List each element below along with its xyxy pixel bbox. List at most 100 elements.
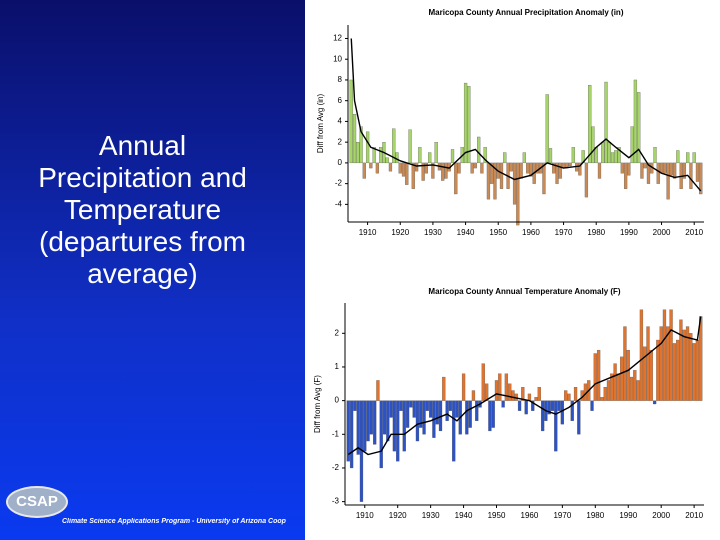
x-tick-label: 2010 [685,511,703,520]
y-tick-label: -2 [332,463,340,472]
bar [633,79,638,164]
x-tick-label: 1910 [356,511,374,520]
bar [418,147,422,164]
charts: Maricopa County Annual Precipitation Ano… [313,8,704,520]
bar [382,400,387,435]
bar [412,400,416,418]
bar [411,162,415,189]
bar [623,326,627,401]
bar [473,162,477,169]
bar [480,162,484,174]
x-tick-label: 2010 [685,228,703,237]
bar [504,373,509,401]
x-tick-label: 1990 [619,511,637,520]
bar [629,376,634,401]
bar [540,400,545,432]
bar [385,157,389,164]
x-tick-label: 1970 [553,511,571,520]
bar [534,397,538,401]
bar [584,162,589,198]
bar [527,393,532,401]
bar [499,162,504,189]
bar [578,162,582,176]
x-tick-label: 1920 [391,228,409,237]
bar [666,326,670,401]
bar [408,129,412,164]
bar [636,380,640,401]
bar [481,363,485,401]
bar [542,162,546,195]
y-tick-label: 1 [335,362,340,371]
bar [600,397,604,401]
x-tick-label: 1980 [587,228,605,237]
bar [646,326,650,401]
bar [623,162,628,189]
bar [508,383,512,401]
bar [627,162,631,176]
y-tick-label: 2 [338,137,343,146]
bar [643,346,647,401]
bar [414,162,419,172]
bar [484,383,489,401]
bar [444,162,448,179]
bar [483,147,487,164]
bar [376,380,380,401]
bar [392,400,397,452]
x-tick-label: 1940 [457,228,475,237]
bar [531,400,535,411]
bar [379,147,383,164]
bar [519,162,523,179]
bar [455,400,459,418]
bar [428,152,432,164]
bar [434,142,438,164]
bar [573,387,578,401]
bar [603,387,607,401]
bar [610,152,615,164]
bar [656,162,660,184]
bar [503,152,507,164]
bar [375,162,380,174]
bar [450,149,455,164]
bar [524,400,528,415]
bar [488,400,492,432]
bar [421,162,425,181]
bar [633,370,637,401]
bar [682,329,686,401]
bar [494,380,499,401]
bar [679,319,683,401]
bar [567,393,571,401]
bar [517,400,522,411]
x-tick-label: 1910 [359,228,377,237]
bar [349,79,353,164]
bar [445,400,449,421]
bar [659,162,664,174]
bar [669,162,673,176]
y-tick-label: -2 [335,179,343,188]
x-tick-label: 1980 [586,511,604,520]
bar [448,400,453,411]
bar [662,309,667,401]
bar [501,400,505,408]
bar [490,162,494,184]
bar [363,400,367,452]
bar [424,162,429,174]
y-tick-label: 12 [333,34,342,43]
bar [626,349,630,401]
bar [676,339,680,401]
bar [692,343,696,401]
smoothed-line [347,316,702,456]
bar [467,86,471,164]
bar [372,147,376,164]
bar [461,373,466,401]
x-tick-label: 1960 [522,228,540,237]
x-tick-label: 1970 [555,228,573,237]
bar [649,349,653,401]
y-tick-label: 10 [333,54,342,63]
bar [637,92,641,164]
bar [607,142,611,164]
bar [389,400,393,418]
bar [570,400,574,421]
bar [547,400,551,415]
y-tick-label: 0 [335,396,340,405]
